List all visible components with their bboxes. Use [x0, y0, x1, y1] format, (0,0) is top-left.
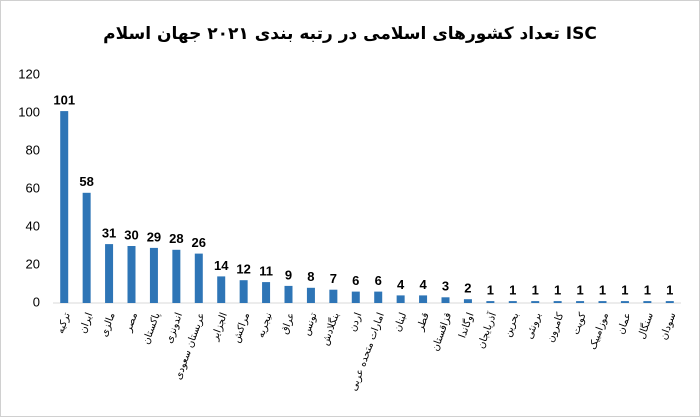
value-label: 1: [532, 283, 539, 298]
value-label: 4: [419, 277, 427, 292]
y-tick-label: 40: [26, 218, 40, 233]
bar: [262, 282, 271, 303]
value-label: 29: [147, 229, 161, 244]
bar: [329, 289, 338, 303]
value-label: 1: [621, 283, 628, 298]
bar: [105, 244, 114, 303]
bar: [576, 301, 585, 303]
value-label: 11: [259, 264, 273, 279]
bar: [82, 192, 91, 303]
value-label: 26: [192, 235, 206, 250]
bar: [194, 253, 203, 303]
bar: [441, 297, 450, 303]
value-label: 1: [509, 283, 516, 298]
y-tick-label: 100: [18, 104, 40, 119]
value-label: 3: [442, 279, 449, 294]
y-tick-label: 120: [18, 66, 40, 81]
bar: [306, 287, 315, 303]
bar: [239, 280, 248, 303]
bar: [508, 301, 517, 303]
bar: [217, 276, 226, 303]
value-label: 7: [330, 271, 337, 286]
bar: [463, 299, 472, 303]
value-label: 101: [53, 93, 75, 108]
value-label: 58: [79, 174, 93, 189]
bar: [553, 301, 562, 303]
bar: [620, 301, 629, 303]
bar: [396, 295, 405, 303]
bar: [665, 301, 674, 303]
bar: [60, 111, 69, 303]
value-label: 8: [307, 269, 314, 284]
value-label: 1: [644, 283, 651, 298]
bar: [351, 291, 360, 303]
value-label: 6: [352, 273, 359, 288]
y-tick-label: 80: [26, 142, 40, 157]
bar: [284, 285, 293, 303]
value-label: 1: [554, 283, 561, 298]
bar: [486, 301, 495, 303]
bar: [531, 301, 540, 303]
value-label: 12: [236, 262, 250, 277]
y-tick-label: 60: [26, 180, 40, 195]
value-label: 9: [285, 267, 292, 282]
bar: [598, 301, 607, 303]
bar: [172, 249, 181, 303]
bar: [419, 295, 428, 303]
y-tick-label: 20: [26, 256, 40, 271]
value-label: 2: [464, 281, 471, 296]
bar: [149, 247, 158, 303]
value-label: 28: [169, 231, 183, 246]
bar: [127, 246, 136, 303]
value-label: 4: [397, 277, 405, 292]
value-label: 30: [124, 227, 138, 242]
value-label: 6: [375, 273, 382, 288]
bar: [643, 301, 652, 303]
value-label: 1: [576, 283, 583, 298]
value-label: 1: [487, 283, 494, 298]
value-label: 1: [666, 283, 673, 298]
y-tick-label: 0: [33, 294, 40, 309]
value-label: 1: [599, 283, 606, 298]
value-label: 14: [214, 258, 229, 273]
value-label: 31: [102, 226, 116, 241]
bar: [374, 291, 383, 303]
chart-title: تعداد کشورهای اسلامی در رتبه بندی ۲۰۲۱ ج…: [103, 24, 597, 44]
